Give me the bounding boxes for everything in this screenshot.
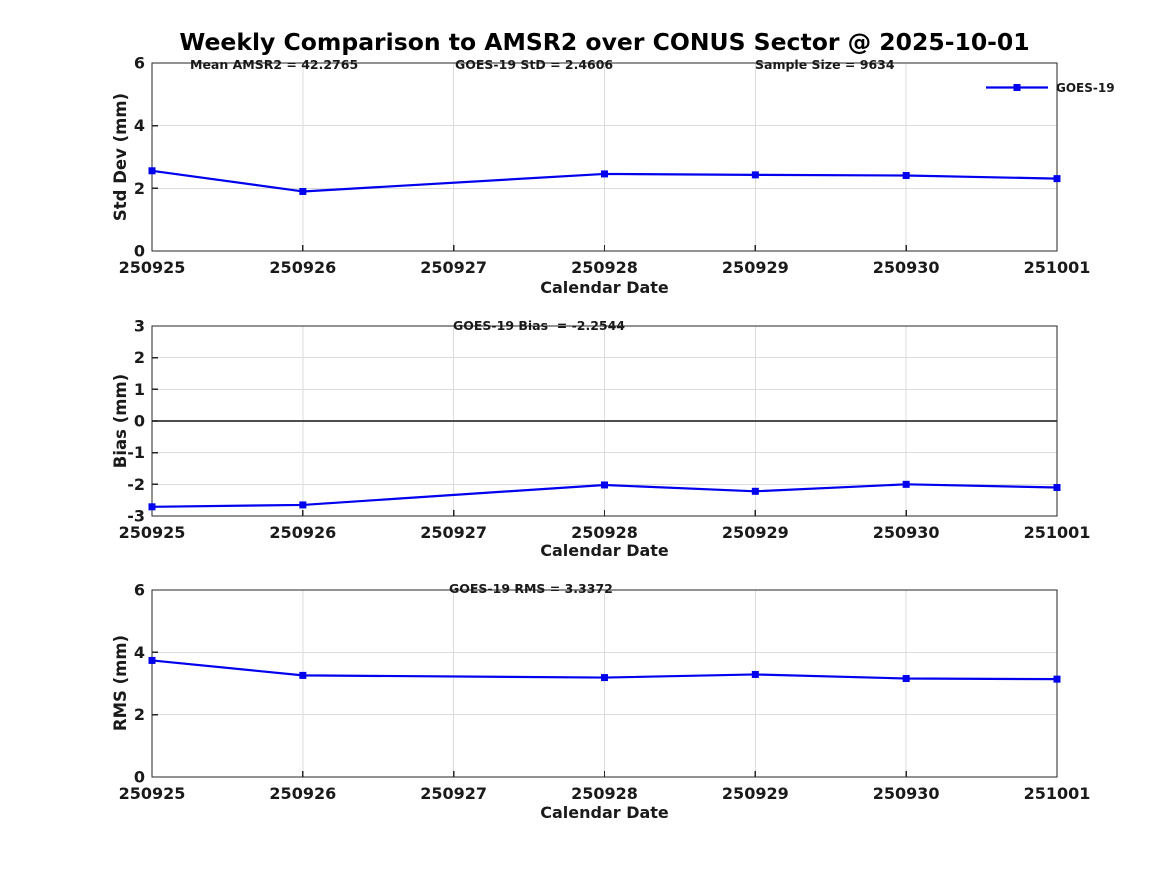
series-markers-goes-19 (148, 167, 1061, 195)
svg-text:250930: 250930 (873, 784, 940, 803)
svg-text:1: 1 (134, 380, 145, 399)
gridlines (152, 590, 1057, 777)
subplot-1: 250925 250926 250927 250928 250929 250930 2510… (119, 54, 1091, 278)
legend: GOES-19 (985, 80, 1115, 95)
legend-line-sample-icon (986, 84, 1048, 91)
annotation-sample-size: Sample Size = 9634 (755, 57, 895, 72)
svg-text:250927: 250927 (420, 784, 487, 803)
series-markers-goes-19 (148, 480, 1061, 511)
tick-marks (151, 325, 1058, 517)
svg-text:251001: 251001 (1024, 523, 1091, 542)
svg-text:0: 0 (134, 768, 145, 787)
subplot-3: 250925 250926 250927 250928 250929 250930 2510… (119, 581, 1091, 804)
y-tick-labels: 0 2 4 6 (134, 54, 145, 261)
svg-text:250928: 250928 (571, 258, 638, 277)
x-tick-labels: 250925 250926 250927 250928 250929 250930 2510… (119, 258, 1091, 277)
x-tick-labels: 250925 250926 250927 250928 250929 250930 2510… (119, 523, 1091, 542)
svg-text:251001: 251001 (1024, 258, 1091, 277)
annotation-goes19-bias: GOES-19 Bias = -2.2544 (453, 318, 626, 333)
svg-text:250929: 250929 (722, 784, 789, 803)
svg-text:250926: 250926 (269, 784, 336, 803)
svg-text:2: 2 (134, 179, 145, 198)
annotation-goes19-std: GOES-19 StD = 2.4606 (455, 57, 614, 72)
svg-text:4: 4 (134, 116, 145, 135)
tick-marks (151, 62, 1058, 252)
y-tick-labels: 0 2 4 6 (134, 581, 145, 787)
ylabel-rms: RMS (mm) (110, 634, 130, 732)
svg-text:250925: 250925 (119, 784, 186, 803)
series-line-goes-19 (151, 483, 1058, 508)
subplot-2: 250925 250926 250927 250928 250929 250930 2510… (119, 317, 1091, 543)
svg-text:250925: 250925 (119, 258, 186, 277)
xlabel-calendar-date-3: Calendar Date (540, 803, 669, 822)
svg-text:250926: 250926 (269, 523, 336, 542)
svg-text:3: 3 (134, 317, 145, 336)
annotation-mean-amsr2: Mean AMSR2 = 42.2765 (190, 57, 359, 72)
svg-text:2: 2 (134, 705, 145, 724)
series-line-goes-19 (151, 659, 1058, 681)
svg-text:250930: 250930 (873, 523, 940, 542)
svg-text:250928: 250928 (571, 784, 638, 803)
svg-text:6: 6 (134, 581, 145, 600)
annotation-goes19-rms: GOES-19 RMS = 3.3372 (449, 581, 613, 596)
tick-marks (151, 589, 1058, 778)
svg-text:251001: 251001 (1024, 784, 1091, 803)
x-tick-labels: 250925 250926 250927 250928 250929 250930 2510… (119, 784, 1091, 803)
xlabel-calendar-date-1: Calendar Date (540, 278, 669, 297)
svg-text:0: 0 (134, 412, 145, 431)
svg-text:2: 2 (134, 348, 145, 367)
svg-text:250925: 250925 (119, 523, 186, 542)
series-line-goes-19 (151, 169, 1058, 193)
svg-text:-1: -1 (127, 443, 145, 462)
legend-label: GOES-19 (1056, 80, 1115, 95)
svg-text:4: 4 (134, 643, 145, 662)
svg-text:250928: 250928 (571, 523, 638, 542)
svg-text:250929: 250929 (722, 523, 789, 542)
svg-text:-2: -2 (127, 475, 145, 494)
svg-text:0: 0 (134, 242, 145, 261)
svg-text:6: 6 (134, 54, 145, 73)
figure-title: Weekly Comparison to AMSR2 over CONUS Se… (179, 28, 1030, 56)
svg-text:250930: 250930 (873, 258, 940, 277)
svg-text:250929: 250929 (722, 258, 789, 277)
gridlines (152, 63, 1057, 251)
svg-text:-3: -3 (127, 507, 145, 526)
xlabel-calendar-date-2: Calendar Date (540, 541, 669, 560)
svg-text:250927: 250927 (420, 258, 487, 277)
series-markers-goes-19 (148, 656, 1061, 683)
y-tick-labels: -3 -2 -1 0 1 2 3 (127, 317, 145, 526)
svg-text:250927: 250927 (420, 523, 487, 542)
ylabel-bias: Bias (mm) (110, 373, 130, 469)
ylabel-std-dev: Std Dev (mm) (110, 92, 130, 222)
svg-text:250926: 250926 (269, 258, 336, 277)
